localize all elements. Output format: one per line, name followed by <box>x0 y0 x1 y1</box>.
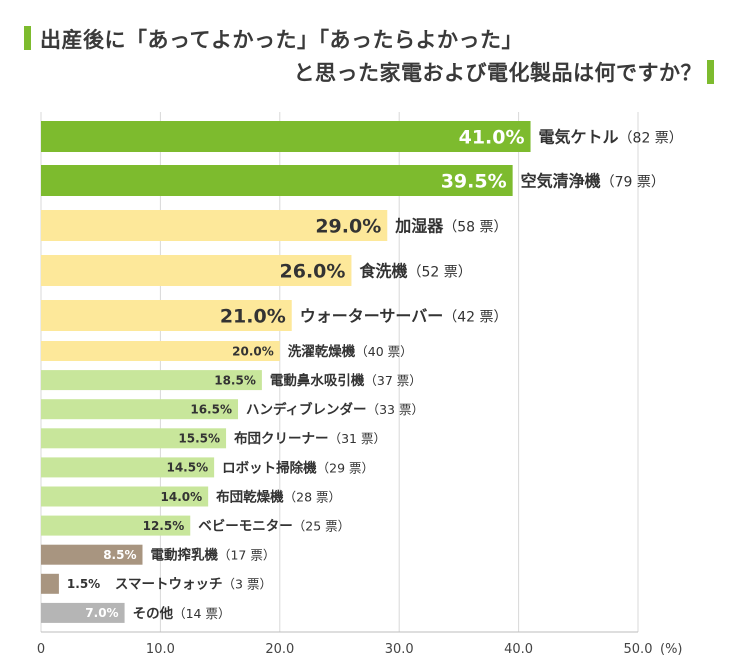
bar-value-label-8: 15.5% <box>178 432 220 446</box>
title-accent-bar <box>24 26 31 50</box>
chart-title: 出産後に「あってよかった」「あったらよかった」 と思った家電および電化製品は何で… <box>0 0 750 110</box>
bar-5 <box>41 341 280 361</box>
bar-votes-label-5: （40 票） <box>355 344 412 359</box>
bar-votes-label-10: （28 票） <box>284 489 341 504</box>
bar-value-label-1: 39.5% <box>441 170 507 192</box>
bar-votes-label-8: （31 票） <box>329 431 386 446</box>
bar-votes-label-11: （25 票） <box>293 518 350 533</box>
title-line-2: と思った家電および電化製品は何ですか？ <box>293 61 702 85</box>
bar-category-label-4: ウォーターサーバー（42 票） <box>300 306 508 325</box>
bar-2 <box>41 210 388 241</box>
x-tick-label-5: 50.0 <box>624 642 653 657</box>
x-tick-label-1: 10.0 <box>146 642 175 657</box>
bar-value-label-6: 18.5% <box>214 373 256 387</box>
bar-12 <box>41 544 143 565</box>
bar-value-label-11: 12.5% <box>143 519 185 533</box>
title-accent-bar-end <box>707 60 714 84</box>
bar-votes-label-9: （29 票） <box>317 460 374 475</box>
bar-category-label-2: 加湿器（58 票） <box>394 216 507 235</box>
bar-4 <box>41 300 292 331</box>
bar-category-label-9: ロボット掃除機（29 票） <box>222 459 374 476</box>
x-tick-label-0: 0 <box>37 642 45 657</box>
bar-votes-label-14: （14 票） <box>173 606 230 621</box>
x-axis-unit: (%) <box>660 642 683 657</box>
bar-votes-label-3: （52 票） <box>407 264 471 280</box>
bar-votes-label-7: （33 票） <box>367 402 424 417</box>
bar-10 <box>41 486 209 507</box>
x-tick-label-3: 30.0 <box>385 642 414 657</box>
bar-votes-label-0: （82 票） <box>619 130 683 146</box>
bar-category-label-0: 電気ケトル（82 票） <box>539 127 683 146</box>
bar-value-label-14: 7.0% <box>85 606 118 620</box>
bar-votes-label-12: （17 票） <box>218 548 275 563</box>
bar-votes-label-6: （37 票） <box>364 373 421 388</box>
bar-votes-label-2: （58 票） <box>443 219 507 235</box>
x-tick-label-4: 40.0 <box>504 642 533 657</box>
bar-value-label-4: 21.0% <box>220 305 286 327</box>
bar-votes-label-4: （42 票） <box>443 309 507 325</box>
bar-0 <box>41 121 531 152</box>
bar-votes-label-13: （3 票） <box>223 577 272 592</box>
bar-category-label-5: 洗濯乾燥機（40 票） <box>288 343 413 360</box>
bar-value-label-13: 1.5% <box>67 577 100 591</box>
bar-8 <box>41 428 227 449</box>
bar-value-label-7: 16.5% <box>190 403 232 417</box>
bar-category-label-7: ハンディブレンダー（33 票） <box>246 401 424 418</box>
bar-value-label-9: 14.5% <box>166 461 208 475</box>
bar-14 <box>41 602 125 623</box>
bar-11 <box>41 515 191 536</box>
bar-value-label-5: 20.0% <box>232 344 274 358</box>
x-tick-label-2: 20.0 <box>265 642 294 657</box>
bar-category-label-11: ベビーモニター（25 票） <box>198 518 350 534</box>
bar-category-label-8: 布団クリーナー（31 票） <box>234 430 386 447</box>
bar-1 <box>41 165 513 196</box>
bar-13 <box>41 573 59 594</box>
bar-category-label-14: その他（14 票） <box>133 605 231 622</box>
bar-value-label-12: 8.5% <box>103 548 136 562</box>
title-line-1: 出産後に「あってよかった」「あったらよかった」 <box>40 28 523 52</box>
bar-3 <box>41 255 352 286</box>
bar-value-label-0: 41.0% <box>459 126 525 148</box>
bar-value-label-10: 14.0% <box>161 490 203 504</box>
bar-category-label-6: 電動鼻水吸引機（37 票） <box>270 372 422 389</box>
bar-category-label-3: 食洗機（52 票） <box>358 261 471 280</box>
bar-value-label-2: 29.0% <box>315 215 381 237</box>
bar-category-label-13: スマートウォッチ（3 票） <box>115 577 272 593</box>
bar-category-label-1: 空気清浄機（79 票） <box>521 171 665 190</box>
bar-value-label-3: 26.0% <box>280 260 346 282</box>
bar-category-label-12: 電動搾乳機（17 票） <box>150 547 275 564</box>
bar-6 <box>41 370 262 391</box>
bar-7 <box>41 399 239 420</box>
bar-votes-label-1: （79 票） <box>601 174 665 190</box>
bar-category-label-10: 布団乾燥機（28 票） <box>216 488 341 505</box>
bar-9 <box>41 457 215 478</box>
